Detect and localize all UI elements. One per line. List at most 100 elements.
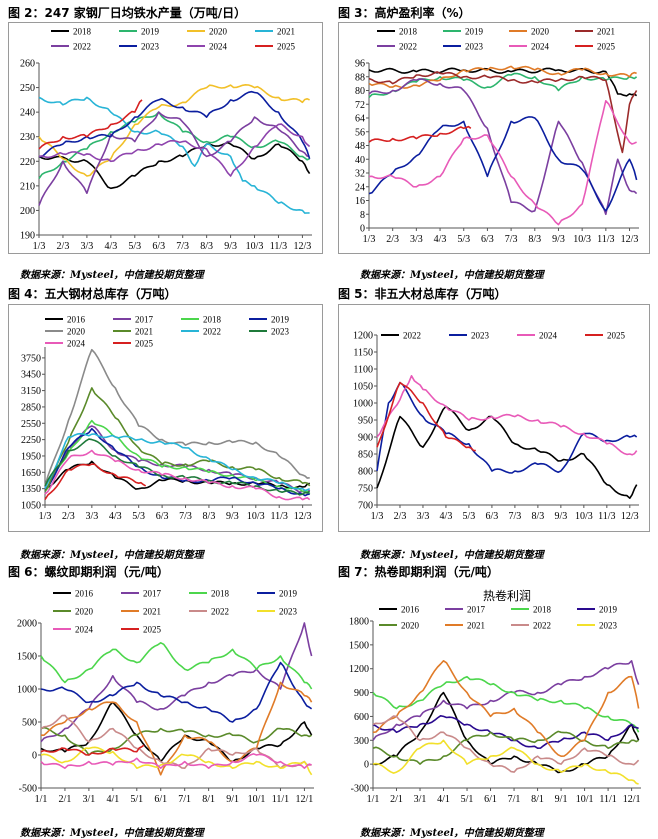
x-tick-label: 3/1 bbox=[414, 794, 427, 805]
x-tick-label: 1/3 bbox=[33, 241, 46, 252]
x-tick-label: 5/3 bbox=[128, 241, 141, 252]
x-tick-label: 11/3 bbox=[598, 511, 615, 522]
y-tick-label: 2550 bbox=[21, 419, 41, 430]
series-line-2023 bbox=[372, 739, 639, 785]
series-line-2025 bbox=[40, 744, 145, 756]
series-line-2020 bbox=[44, 348, 310, 487]
legend-label: 2020 bbox=[75, 607, 94, 617]
y-tick-label: 80 bbox=[355, 86, 365, 97]
series-line-2023 bbox=[40, 746, 313, 776]
y-tick-label: -300 bbox=[351, 784, 369, 795]
x-tick-label: 5/1 bbox=[461, 794, 474, 805]
x-tick-label: 5/3 bbox=[457, 234, 470, 245]
x-tick-label: 4/3 bbox=[440, 511, 453, 522]
series-line-2017 bbox=[372, 660, 640, 741]
x-tick-label: 11/3 bbox=[270, 511, 287, 522]
legend-label: 2023 bbox=[271, 327, 290, 337]
y-tick-label: 1000 bbox=[17, 685, 37, 696]
x-tick-label: 2/1 bbox=[59, 794, 72, 805]
source-note: 数据来源：Mysteel，中信建投期货整理 bbox=[360, 270, 544, 281]
y-tick-label: 2850 bbox=[21, 402, 41, 413]
legend-label: 2016 bbox=[401, 605, 420, 615]
series-line-2022 bbox=[372, 715, 640, 773]
x-tick-label: 10/3 bbox=[246, 241, 264, 252]
series-line-2018 bbox=[372, 675, 640, 733]
x-tick-label: 7/3 bbox=[179, 511, 192, 522]
chart-svg-hot-metal-output: 190 200 210 220 230 240 250 260 1/3 2/3 3/3 4/3 5/3 6… bbox=[20, 27, 312, 252]
x-tick-label: 2/3 bbox=[394, 511, 407, 522]
y-tick-label: 3150 bbox=[21, 386, 41, 397]
x-tick-label: 8/3 bbox=[200, 241, 213, 252]
x-tick-label: 1/1 bbox=[367, 794, 380, 805]
legend-label: 2024 bbox=[209, 42, 228, 52]
series-line-2016 bbox=[372, 691, 640, 774]
y-tick-label: 200 bbox=[20, 206, 35, 217]
x-tick-label: 1/3 bbox=[363, 234, 376, 245]
legend-label: 2021 bbox=[467, 621, 485, 631]
legend-label: 2021 bbox=[597, 27, 615, 37]
x-tick-label: 7/1 bbox=[178, 794, 191, 805]
x-tick-label: 4/3 bbox=[109, 511, 122, 522]
series-line-2022 bbox=[38, 111, 310, 206]
x-tick-label: 11/3 bbox=[270, 241, 287, 252]
series-line-2024 bbox=[40, 753, 312, 769]
x-tick-label: 2/3 bbox=[57, 241, 70, 252]
panel-title-non-five-inventory: 图 5：非五大材总库存（万吨） bbox=[338, 287, 507, 301]
legend-label: 2020 bbox=[531, 27, 550, 37]
series-line-2019 bbox=[44, 427, 310, 497]
y-tick-label: 40 bbox=[355, 155, 365, 166]
series-line-2025 bbox=[44, 463, 147, 501]
y-tick-label: 850 bbox=[358, 450, 373, 461]
series-line-2023 bbox=[376, 381, 638, 474]
series-line-2020 bbox=[368, 65, 637, 89]
series-line-2017 bbox=[40, 622, 313, 743]
y-tick-label: 240 bbox=[20, 108, 35, 119]
y-tick-label: 230 bbox=[20, 132, 35, 143]
x-tick-label: 4/1 bbox=[106, 794, 119, 805]
series-line-2020 bbox=[38, 83, 310, 177]
legend-label: 2025 bbox=[607, 331, 626, 341]
y-tick-label: 1100 bbox=[353, 365, 373, 376]
panel-title-hot-metal: 图 2：247 家钢厂日均铁水产量（万吨/日） bbox=[8, 6, 247, 20]
legend-label: 2020 bbox=[209, 27, 228, 37]
legend-label: 2019 bbox=[141, 27, 160, 37]
chart-rebar-profit: -500 0 500 1000 1500 2000 1/1 2/1 3/1 4/1 5/1 6/1 7/… bbox=[8, 582, 323, 814]
x-tick-label: 10/3 bbox=[573, 234, 591, 245]
x-tick-label: 11/1 bbox=[599, 794, 616, 805]
legend-label: 2022 bbox=[73, 42, 91, 52]
x-tick-label: 12/1 bbox=[623, 794, 641, 805]
legend-label: 2021 bbox=[277, 27, 295, 37]
x-tick-label: 7/1 bbox=[508, 794, 521, 805]
series-line-2020 bbox=[40, 726, 312, 756]
x-tick-label: 8/1 bbox=[531, 794, 544, 805]
x-tick-label: 12/3 bbox=[621, 511, 639, 522]
legend-label: 2021 bbox=[135, 327, 153, 337]
legend-label: 2025 bbox=[597, 42, 616, 52]
series-line-2021 bbox=[38, 96, 310, 214]
y-tick-label: 1950 bbox=[21, 451, 41, 462]
chart-svg-blast-furnace-profit-rate: 0 8 16 24 32 40 48 56 64 72 80 88 96 1/3 2/3 3/3 4/3 5/3 6… bbox=[355, 27, 639, 245]
chart-svg-rebar-profit: -500 0 500 1000 1500 2000 1/1 2/1 3/1 4/1 5/1 6/1 7/… bbox=[17, 589, 314, 805]
x-tick-label: 1/1 bbox=[35, 794, 48, 805]
series-line-2018 bbox=[38, 141, 311, 190]
y-tick-label: -500 bbox=[19, 784, 37, 795]
legend-label: 2022 bbox=[211, 607, 229, 617]
series-line-2024 bbox=[38, 123, 311, 177]
legend-label: 2019 bbox=[279, 589, 298, 599]
series-line-2023 bbox=[44, 438, 311, 496]
x-tick-label: 9/3 bbox=[552, 234, 565, 245]
legend-label: 2024 bbox=[531, 42, 550, 52]
panel-title-blast-furnace-profit: 图 3：高炉盈利率（%） bbox=[338, 6, 471, 20]
x-tick-label: 2/3 bbox=[386, 234, 399, 245]
x-tick-label: 9/3 bbox=[554, 511, 567, 522]
y-tick-label: 1350 bbox=[21, 484, 41, 495]
legend-label: 2024 bbox=[539, 331, 558, 341]
source-note: 数据来源：Mysteel，中信建投期货整理 bbox=[20, 828, 204, 839]
chart-svg-hrc-profit: -300 0 300 600 900 1200 1500 1800 1/1 2/1 3/1 4/1 5/… bbox=[349, 588, 641, 805]
legend-label: 2024 bbox=[67, 339, 86, 349]
source-note: 数据来源：Mysteel，中信建投期货整理 bbox=[20, 270, 204, 281]
x-tick-label: 6/3 bbox=[156, 511, 169, 522]
series-line-2022 bbox=[376, 405, 638, 499]
y-tick-label: 210 bbox=[20, 181, 35, 192]
y-tick-label: 700 bbox=[358, 501, 373, 512]
